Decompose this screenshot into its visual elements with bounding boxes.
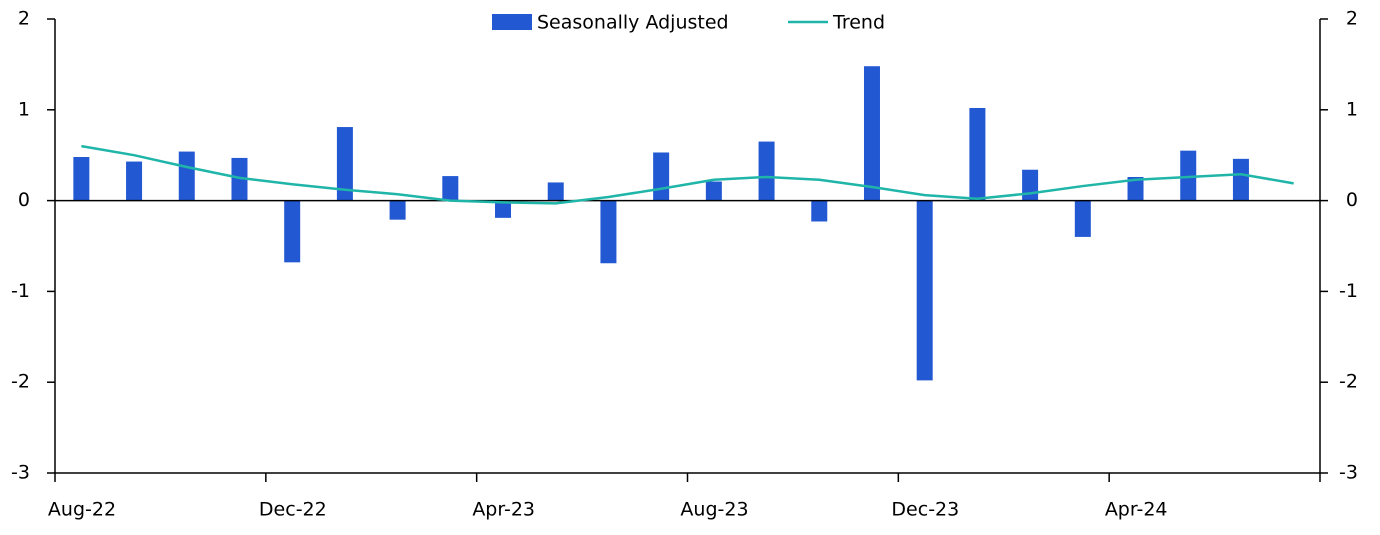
y2-tick-label: 0 (1346, 189, 1358, 211)
bar (1232, 158, 1249, 201)
bar (126, 161, 143, 201)
bar (811, 200, 828, 222)
bar (73, 157, 90, 201)
y2-tick-label: -2 (1339, 371, 1358, 393)
bar (653, 152, 670, 201)
bar (1180, 150, 1197, 201)
x-tick-label: Dec-22 (259, 499, 327, 521)
bar (284, 200, 301, 263)
legend-swatch (492, 14, 532, 30)
x-tick-label: Apr-23 (472, 499, 535, 521)
bar (969, 107, 986, 201)
bar (389, 200, 406, 220)
y2-tick-label: -1 (1339, 280, 1358, 302)
bar (600, 200, 617, 264)
y2-tick-label: 1 (1346, 98, 1358, 120)
y-tick-label: 2 (18, 8, 30, 30)
bar (231, 157, 248, 201)
x-tick-label: Aug-22 (48, 499, 116, 521)
legend-label: Seasonally Adjusted (537, 12, 729, 34)
bar (178, 151, 195, 201)
bar (758, 141, 775, 201)
y-tick-label: 0 (18, 189, 30, 211)
trend-line (81, 144, 1294, 205)
x-tick-label: Apr-24 (1105, 499, 1168, 521)
y2-tick-label: 2 (1346, 8, 1358, 30)
bar (705, 181, 722, 201)
bar (1074, 200, 1091, 237)
legend-label: Trend (832, 12, 885, 34)
y-tick-label: -2 (11, 371, 30, 393)
y-tick-label: -1 (11, 280, 30, 302)
x-tick-label: Dec-23 (891, 499, 959, 521)
y2-tick-label: -3 (1339, 462, 1358, 484)
bar (547, 182, 564, 201)
x-tick-label: Aug-23 (680, 499, 748, 521)
bar (916, 200, 933, 381)
bar (336, 127, 353, 201)
bar (863, 66, 880, 201)
bar (495, 200, 512, 218)
y-tick-label: -3 (11, 462, 30, 484)
bar (1127, 176, 1144, 201)
bar (442, 176, 459, 201)
y-tick-label: 1 (18, 98, 30, 120)
bar (1022, 169, 1039, 201)
